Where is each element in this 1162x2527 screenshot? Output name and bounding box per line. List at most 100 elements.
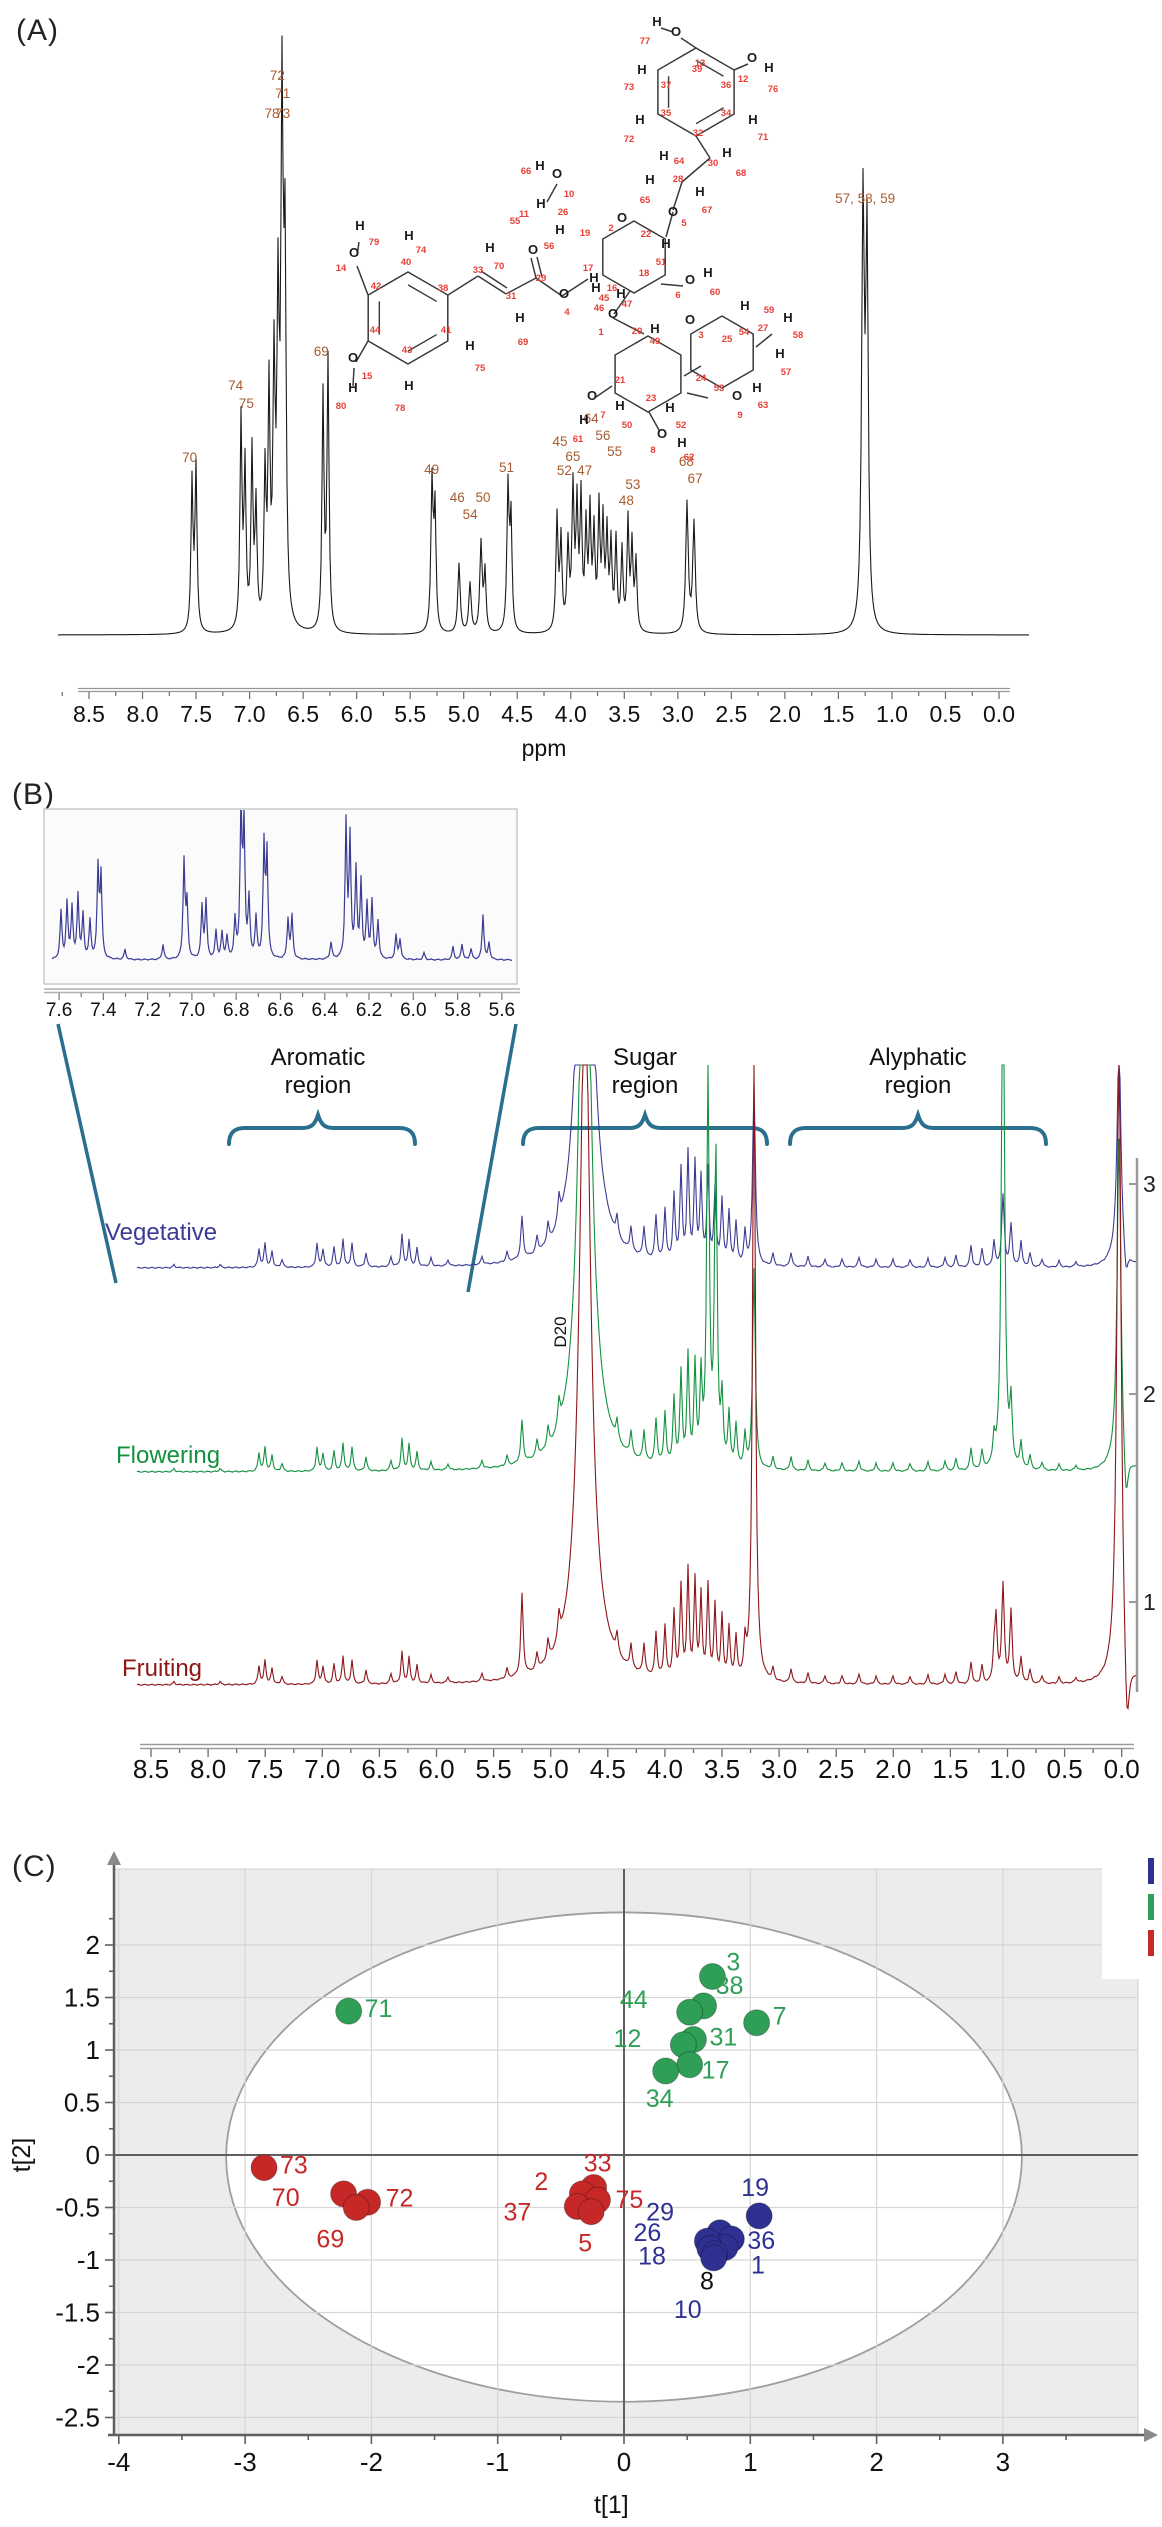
axis-tick-label: 2.0 xyxy=(769,701,801,727)
structure-atom: O xyxy=(671,24,681,39)
x-tick-label: -1 xyxy=(486,2447,509,2477)
point-label: 26 xyxy=(634,2219,662,2247)
axis-tick-label: 5.5 xyxy=(476,1754,512,1784)
structure-atom: H xyxy=(652,14,661,29)
axis-tick-label: 3.0 xyxy=(662,701,694,727)
structure-atom-number: 2 xyxy=(608,223,613,234)
structure-atom: H xyxy=(659,148,668,163)
structure-atom-number: 59 xyxy=(764,305,775,316)
structure-atom: H xyxy=(661,236,670,251)
trace-label-flowering: Flowering xyxy=(116,1442,220,1469)
structure-atom-number: 19 xyxy=(580,228,591,239)
axis-tick-label: 7.0 xyxy=(234,701,266,727)
structure-atom: H xyxy=(465,338,474,353)
structure-atom: H xyxy=(348,380,357,395)
axis-tick-label: 5.5 xyxy=(394,701,426,727)
stack-index-label: 1 xyxy=(1143,1589,1156,1615)
point-label: 69 xyxy=(316,2226,344,2254)
axis-tick-label: 3.5 xyxy=(704,1754,740,1784)
point-label: 1 xyxy=(751,2251,765,2279)
y-tick-label: 1.5 xyxy=(64,1983,100,2013)
structure-atom-number: 1 xyxy=(598,327,604,338)
point-label: 37 xyxy=(503,2198,531,2226)
peak-label: 74 xyxy=(228,378,244,393)
trace-label-vegetative: Vegetative xyxy=(105,1219,217,1246)
structure-atom: H xyxy=(645,172,654,187)
structure-atom-number: 53 xyxy=(714,383,725,394)
structure-atom-number: 44 xyxy=(370,325,381,336)
solvent-label-d2o: D20 xyxy=(551,1316,570,1347)
x-tick-label: -4 xyxy=(107,2447,130,2477)
axis-tick-label: 6.0 xyxy=(418,1754,454,1784)
structure-atom-number: 6 xyxy=(675,290,680,301)
structure-atom-number: 73 xyxy=(624,82,635,93)
structure-atom-number: 63 xyxy=(758,400,769,411)
scatter-point xyxy=(743,2009,771,2037)
peak-label: 75 xyxy=(239,396,254,411)
structure-atom: H xyxy=(722,145,731,160)
structure-atom-number: 14 xyxy=(336,263,347,274)
y-tick-label: -2.5 xyxy=(55,2403,100,2433)
peak-label: 52 xyxy=(557,463,572,478)
x-tick-label: 3 xyxy=(996,2447,1010,2477)
peak-label: 47 xyxy=(577,463,592,478)
peak-label: 56 xyxy=(595,428,610,443)
axis-tick-label: 8.5 xyxy=(73,701,105,727)
structure-atom: O xyxy=(559,286,569,301)
structure-atom-number: 36 xyxy=(721,80,732,91)
axis-tick-label: 1.5 xyxy=(822,701,854,727)
structure-atom-number: 8 xyxy=(650,445,655,456)
structure-atom-number: 58 xyxy=(793,330,804,341)
structure-atom-number: 7 xyxy=(600,410,605,421)
axis-tick-label: 1.5 xyxy=(932,1754,968,1784)
y-tick-label: 0.5 xyxy=(64,2088,100,2118)
peak-label: 78 xyxy=(265,106,280,121)
peak-label: 46 xyxy=(450,490,465,505)
point-label: 38 xyxy=(716,1972,744,2000)
axis-tick-label: 6.5 xyxy=(361,1754,397,1784)
structure-atom-number: 25 xyxy=(722,334,733,345)
point-label: 12 xyxy=(614,2025,642,2053)
structure-atom-number: 74 xyxy=(416,245,427,256)
scatter-point xyxy=(335,1997,363,2025)
panel-c-tag: (C) xyxy=(12,1850,57,1883)
x-tick-label: 2 xyxy=(869,2447,883,2477)
structure-atom-number: 54 xyxy=(739,327,750,338)
structure-atom-number: 38 xyxy=(438,283,449,294)
region-label-line1: Aromatic xyxy=(271,1044,366,1071)
point-label: 34 xyxy=(646,2085,674,2113)
panel-b-axis: 8.5 8.0 7.5 7.0 6.5 6.0 5.5 5.0 4.5 4.0 3.5 3.0 2.5 2… xyxy=(133,1743,1140,1784)
structure-atom: H xyxy=(677,435,686,450)
structure-atom: H xyxy=(536,196,545,211)
aromatic-inset: 7.6 7.4 7.2 7.0 6.8 6.6 6.4 6.2 6.0 5.8 5.6 xyxy=(43,808,520,1021)
trace-label-fruiting: Fruiting xyxy=(122,1655,202,1682)
structure-atom-number: 20 xyxy=(632,326,643,337)
structure-atom: H xyxy=(665,400,674,415)
structure-atom-number: 10 xyxy=(564,189,575,200)
structure-atom-number: 35 xyxy=(661,108,672,119)
axis-tick-label: 3.5 xyxy=(608,701,640,727)
peak-label: 48 xyxy=(619,493,634,508)
structure-atom: H xyxy=(650,321,659,336)
point-label: 71 xyxy=(365,1995,393,2023)
stack-index-label: 3 xyxy=(1143,1171,1156,1197)
structure-atom-number: 40 xyxy=(401,257,412,268)
structure-atom-number: 77 xyxy=(640,36,651,47)
y-tick-label: -1.5 xyxy=(55,2298,100,2328)
spectrum-trace-fruiting xyxy=(136,1064,1137,1711)
inset-tick-label: 6.2 xyxy=(356,1000,382,1021)
structure-atom-number: 9 xyxy=(737,410,742,421)
region-label-line1: Alyphatic xyxy=(869,1044,966,1071)
structure-atom-number: 64 xyxy=(674,156,685,167)
structure-atom-number: 61 xyxy=(573,434,584,445)
inset-tick-label: 7.0 xyxy=(179,1000,205,1021)
nmr-trace xyxy=(58,35,1029,636)
axis-tick-label: 4.5 xyxy=(501,701,533,727)
peak-label: 71 xyxy=(275,86,290,101)
inset-tick-label: 7.6 xyxy=(46,1000,72,1021)
axes-frame xyxy=(105,1851,1158,2444)
